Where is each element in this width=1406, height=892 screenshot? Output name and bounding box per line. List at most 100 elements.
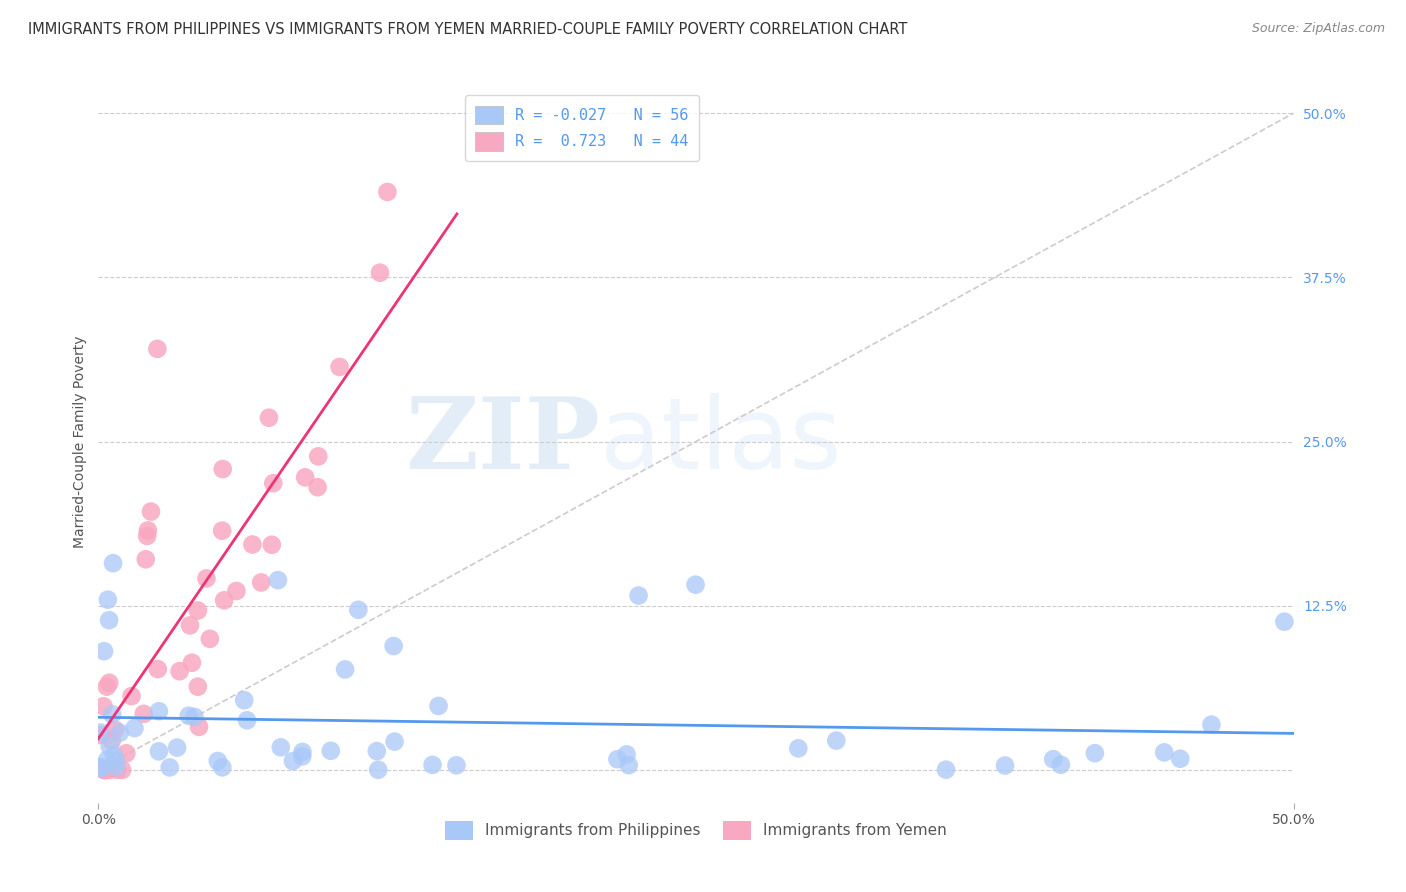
Point	[291, 745, 314, 759]
Text: ZIP: ZIP	[405, 393, 600, 490]
Point	[212, 593, 235, 607]
Point	[96, 680, 118, 694]
Point	[250, 575, 273, 590]
Point	[1084, 746, 1107, 760]
Point	[1050, 757, 1073, 772]
Point	[422, 757, 444, 772]
Point	[366, 744, 388, 758]
Point	[236, 713, 259, 727]
Text: atlas: atlas	[600, 393, 842, 490]
Point	[103, 748, 125, 763]
Point	[225, 584, 247, 599]
Point	[121, 689, 143, 703]
Point	[270, 740, 292, 755]
Point	[198, 632, 221, 646]
Point	[90, 760, 112, 774]
Point	[267, 573, 290, 587]
Point	[93, 763, 115, 777]
Point	[177, 708, 200, 723]
Point	[90, 725, 112, 739]
Point	[446, 758, 468, 772]
Point	[307, 480, 329, 494]
Point	[617, 758, 640, 772]
Point	[98, 739, 121, 754]
Point	[111, 763, 134, 777]
Point	[187, 680, 209, 694]
Point	[166, 740, 188, 755]
Point	[135, 552, 157, 566]
Point	[1042, 752, 1064, 766]
Point	[181, 656, 204, 670]
Point	[136, 524, 159, 538]
Point	[257, 410, 280, 425]
Point	[319, 744, 342, 758]
Point	[93, 763, 115, 777]
Point	[104, 754, 127, 768]
Point	[347, 603, 370, 617]
Point	[124, 721, 146, 735]
Point	[307, 450, 329, 464]
Point	[427, 698, 450, 713]
Text: IMMIGRANTS FROM PHILIPPINES VS IMMIGRANTS FROM YEMEN MARRIED-COUPLE FAMILY POVER: IMMIGRANTS FROM PHILIPPINES VS IMMIGRANT…	[28, 22, 907, 37]
Point	[97, 592, 120, 607]
Point	[139, 504, 162, 518]
Point	[94, 763, 117, 777]
Point	[104, 723, 127, 737]
Point	[195, 571, 218, 585]
Point	[96, 753, 118, 767]
Point	[183, 710, 205, 724]
Point	[281, 754, 304, 768]
Point	[148, 744, 170, 758]
Point	[329, 359, 352, 374]
Point	[233, 693, 256, 707]
Point	[291, 749, 314, 764]
Point	[367, 763, 389, 777]
Point	[627, 589, 650, 603]
Point	[211, 760, 233, 774]
Point	[146, 342, 169, 356]
Point	[211, 462, 233, 476]
Legend: Immigrants from Philippines, Immigrants from Yemen: Immigrants from Philippines, Immigrants …	[439, 815, 953, 846]
Point	[685, 577, 707, 591]
Point	[188, 720, 211, 734]
Point	[146, 662, 169, 676]
Point	[101, 707, 124, 722]
Point	[115, 747, 138, 761]
Point	[105, 763, 128, 777]
Point	[825, 733, 848, 747]
Point	[294, 470, 316, 484]
Point	[98, 763, 121, 777]
Point	[382, 639, 405, 653]
Point	[98, 675, 121, 690]
Point	[90, 761, 112, 775]
Text: Source: ZipAtlas.com: Source: ZipAtlas.com	[1251, 22, 1385, 36]
Point	[1153, 745, 1175, 759]
Point	[333, 662, 356, 676]
Point	[1168, 752, 1191, 766]
Point	[101, 556, 124, 570]
Point	[93, 644, 115, 658]
Point	[98, 613, 121, 627]
Point	[187, 603, 209, 617]
Point	[136, 529, 159, 543]
Point	[368, 266, 391, 280]
Point	[377, 185, 399, 199]
Point	[148, 704, 170, 718]
Point	[104, 760, 127, 774]
Point	[1274, 615, 1296, 629]
Point	[787, 741, 810, 756]
Point	[616, 747, 638, 762]
Point	[211, 524, 233, 538]
Y-axis label: Married-Couple Family Poverty: Married-Couple Family Poverty	[73, 335, 87, 548]
Point	[1201, 717, 1223, 731]
Point	[994, 758, 1017, 772]
Point	[242, 537, 264, 551]
Point	[384, 734, 406, 748]
Point	[169, 664, 191, 678]
Point	[207, 754, 229, 768]
Point	[101, 733, 124, 747]
Point	[93, 699, 115, 714]
Point	[935, 763, 957, 777]
Point	[606, 752, 628, 766]
Point	[179, 618, 201, 632]
